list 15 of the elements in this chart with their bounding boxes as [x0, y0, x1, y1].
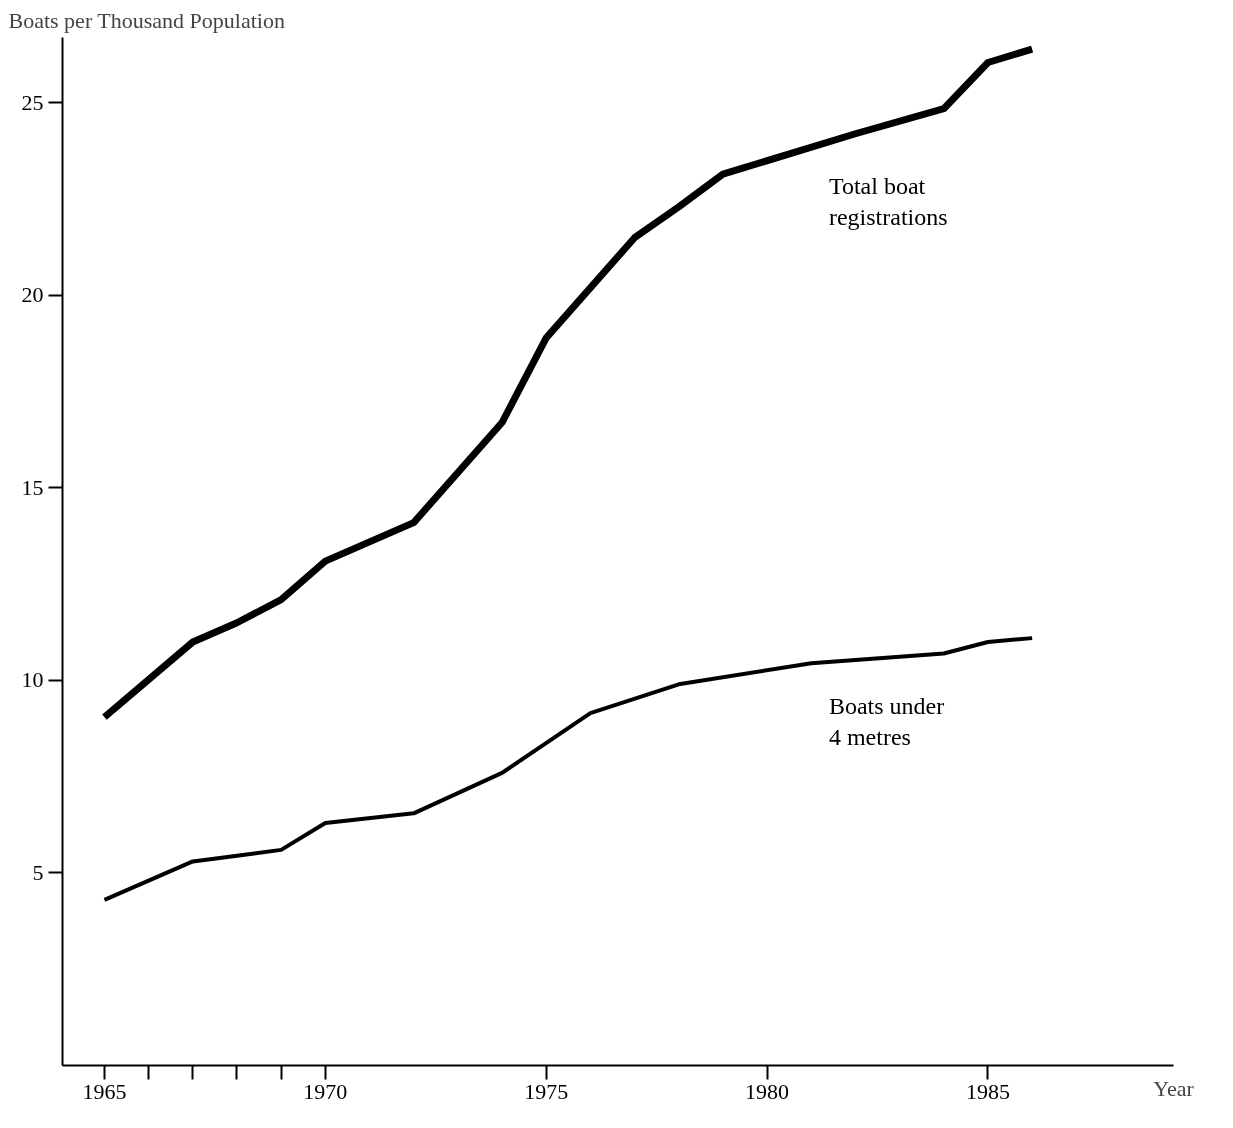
series-label: Boats under 4 metres — [828, 692, 945, 750]
y-tick-label: 20 — [21, 282, 44, 308]
x-tick-label: 1970 — [303, 1078, 348, 1104]
y-tick-label: 25 — [21, 89, 44, 115]
x-axis-title: Year — [1153, 1075, 1195, 1101]
x-tick-label: 1975 — [524, 1078, 569, 1104]
y-tick-label: 15 — [21, 474, 44, 500]
y-tick-label: 10 — [21, 667, 44, 693]
y-axis-title: Boats per Thousand Population — [8, 7, 285, 33]
line-series — [102, 636, 1035, 902]
y-tick-label: 5 — [32, 859, 44, 885]
x-tick-label: 1965 — [82, 1078, 127, 1104]
series-label: Total boat registrations — [828, 172, 948, 230]
x-tick-label: 1980 — [745, 1078, 790, 1104]
x-tick-label: 1985 — [965, 1078, 1010, 1104]
